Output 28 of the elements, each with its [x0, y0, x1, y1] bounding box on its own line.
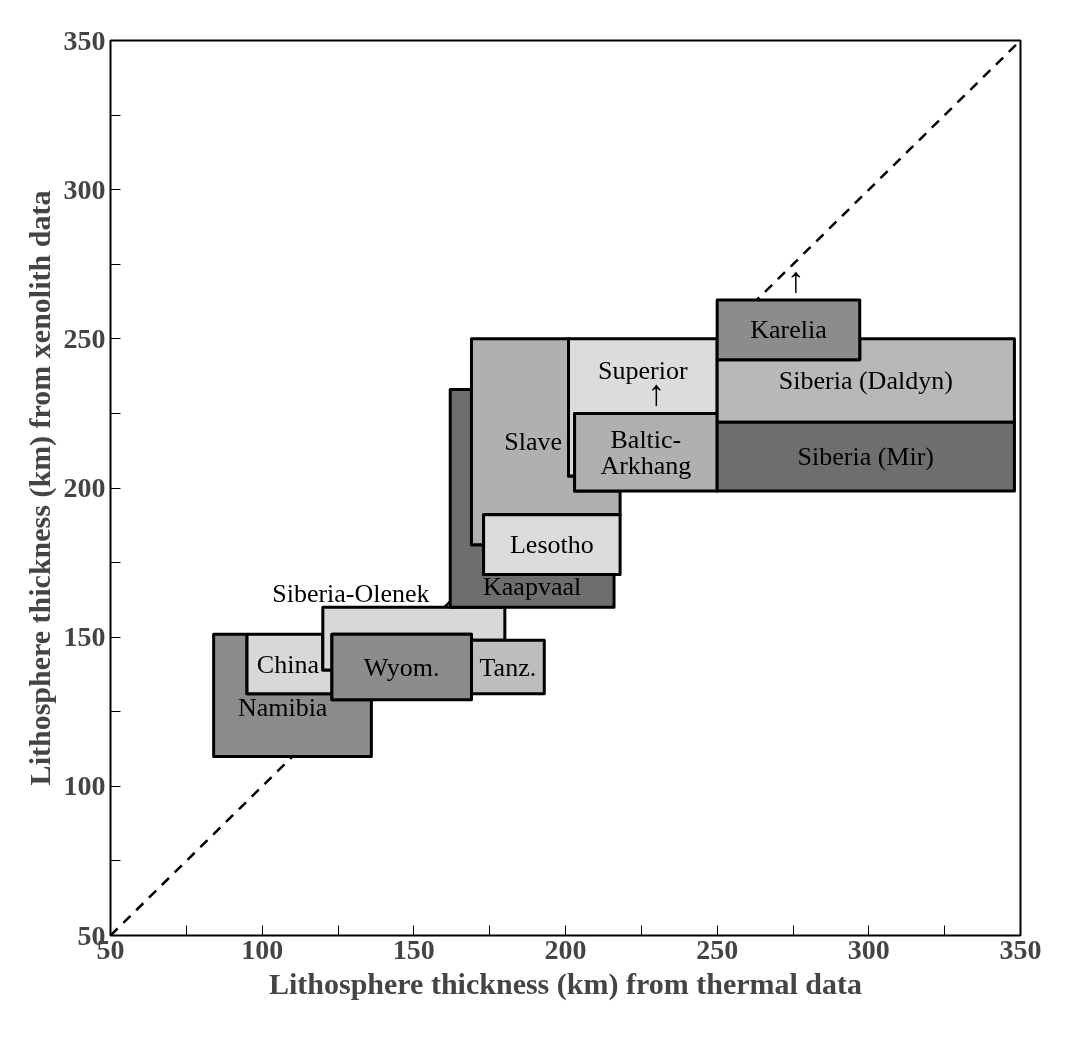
y-axis-title: Lithosphere thickness (km) from xenolith data: [22, 190, 57, 786]
x-tick-label: 250: [696, 933, 739, 965]
x-tick-label: 100: [241, 933, 284, 965]
series-label: China: [256, 649, 320, 679]
series-label: Superior: [598, 355, 688, 385]
annotation: ↑: [787, 260, 806, 301]
series-label: Lesotho: [509, 530, 594, 560]
y-tick-label: 150: [63, 621, 106, 653]
y-tick-label: 300: [63, 173, 106, 205]
series-label: Namibia: [237, 693, 328, 722]
y-tick-label: 200: [63, 472, 106, 503]
y-tick-label: 350: [63, 24, 106, 56]
x-tick-label: 300: [847, 933, 890, 965]
x-axis-title: Lithosphere thickness (km) from thermal data: [268, 966, 863, 1001]
series-label: Tanz.: [479, 652, 537, 682]
series-label: Wyom.: [363, 652, 440, 682]
y-tick-label: 250: [63, 322, 106, 354]
x-tick-label: 150: [392, 933, 435, 965]
series-label: Siberia (Daldyn): [778, 366, 953, 396]
y-tick-label: 100: [63, 770, 106, 802]
series-label: Slave: [504, 427, 562, 457]
series-label: Siberia (Mir): [797, 442, 935, 472]
series-label: Siberia-Olenek: [272, 578, 430, 608]
series-label: Kaapvaal: [483, 572, 582, 602]
series-label: Baltic- Arkhang: [600, 424, 692, 480]
series-label: Karelia: [750, 315, 828, 345]
x-tick-label: 200: [544, 933, 587, 965]
x-tick-label: 350: [999, 933, 1042, 965]
